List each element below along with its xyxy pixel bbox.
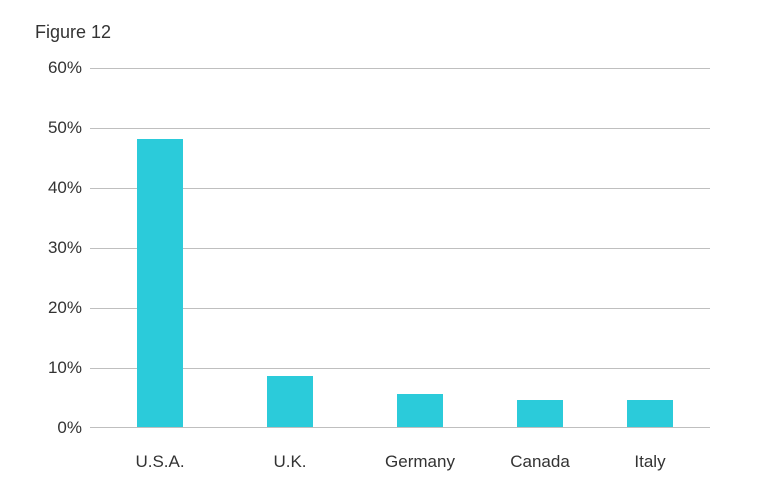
x-tick-canada: Canada [510, 452, 570, 472]
y-tick-0: 0% [22, 418, 82, 438]
x-tick-usa: U.S.A. [135, 452, 184, 472]
bar-usa [137, 139, 183, 427]
chart-title: Figure 12 [35, 22, 111, 43]
x-tick-germany: Germany [385, 452, 455, 472]
bar-italy [627, 400, 673, 427]
x-tick-uk: U.K. [273, 452, 306, 472]
plot-area [90, 68, 710, 428]
y-tick-50: 50% [22, 118, 82, 138]
x-tick-italy: Italy [634, 452, 665, 472]
gridline [90, 188, 710, 189]
gridline [90, 308, 710, 309]
gridline [90, 368, 710, 369]
gridline [90, 68, 710, 69]
gridline [90, 128, 710, 129]
bar-canada [517, 400, 563, 427]
y-tick-40: 40% [22, 178, 82, 198]
figure-12: Figure 12 0% 10% 20% 30% 40% 50% 60% U.S… [0, 0, 760, 500]
bar-germany [397, 394, 443, 427]
gridline [90, 248, 710, 249]
bar-uk [267, 376, 313, 427]
y-tick-30: 30% [22, 238, 82, 258]
y-tick-60: 60% [22, 58, 82, 78]
y-tick-20: 20% [22, 298, 82, 318]
y-tick-10: 10% [22, 358, 82, 378]
